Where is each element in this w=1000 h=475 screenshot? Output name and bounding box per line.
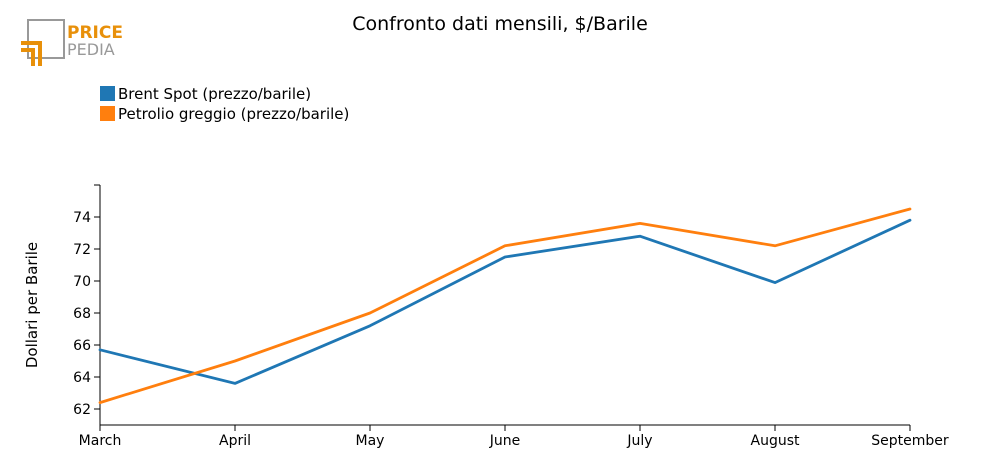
- x-tick-label: August: [751, 433, 801, 449]
- legend-swatch: [100, 86, 115, 101]
- y-tick-label: 68: [73, 306, 91, 322]
- series-line-2: [98, 207, 912, 405]
- series-line-1: [98, 218, 912, 385]
- x-tick-label: March: [79, 433, 122, 449]
- chart-title: Confronto dati mensili, $/Barile: [352, 13, 648, 35]
- series-layer: [98, 207, 912, 405]
- y-tick-label: 64: [73, 370, 91, 386]
- legend-label: Brent Spot (prezzo/barile): [118, 85, 311, 103]
- y-tick-label: 66: [73, 338, 91, 354]
- x-tick-label: September: [871, 433, 949, 449]
- y-tick-label: 62: [73, 402, 91, 418]
- logo-text-price: PRICE: [67, 23, 123, 43]
- legend-label: Petrolio greggio (prezzo/barile): [118, 105, 349, 123]
- axes: 62 64 66 68 70 72 74 March April May June July Augus…: [73, 184, 949, 449]
- x-tick-label: July: [626, 433, 652, 449]
- pricepedia-logo: PRICE PEDIA: [21, 19, 123, 66]
- y-tick-label: 70: [73, 274, 91, 290]
- x-tick-label: May: [356, 433, 385, 449]
- x-tick-label: April: [219, 433, 251, 449]
- y-axis-title: Dollari per Barile: [23, 242, 41, 368]
- legend: Brent Spot (prezzo/barile) Petrolio gregg…: [100, 85, 349, 123]
- logo-mark-icon: [21, 19, 65, 66]
- x-tick-label: June: [489, 433, 521, 449]
- legend-swatch: [100, 106, 115, 121]
- logo-text-pedia: PEDIA: [67, 40, 115, 59]
- y-tick-label: 74: [73, 210, 91, 226]
- y-tick-label: 72: [73, 242, 91, 258]
